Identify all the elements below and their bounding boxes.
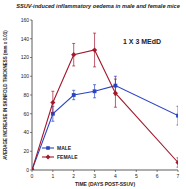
series-line [32, 50, 178, 170]
legend-marker [46, 155, 51, 160]
x-axis-label: TIME (DAYS POST-SSUV) [75, 181, 135, 187]
error-bar [72, 90, 75, 99]
y-tick [30, 113, 32, 114]
legend-marker [46, 146, 50, 150]
marker [32, 167, 35, 170]
x-tick-label: 1 [51, 173, 54, 179]
legend-label: MALE [57, 145, 72, 151]
x-tick-label: 4 [114, 173, 117, 179]
y-tick-label: 20 [23, 148, 29, 154]
marker [176, 114, 178, 118]
x-tick-label: 3 [93, 173, 96, 179]
y-tick-label: 140 [21, 36, 30, 42]
plot-area [32, 33, 178, 170]
x-tick-label: 5 [135, 173, 138, 179]
y-tick-label: 40 [23, 129, 29, 135]
series-line [32, 86, 178, 170]
x-tick-label: 2 [72, 173, 75, 179]
marker [113, 91, 118, 96]
marker [92, 47, 97, 52]
title: SSUV-induced inflammatory oedema in male… [16, 3, 180, 9]
y-tick-label: 100 [21, 73, 30, 79]
x-tick-label: 6 [156, 173, 159, 179]
y-tick-label: 80 [23, 92, 29, 98]
x-tick-label: 7 [177, 173, 180, 179]
y-tick [30, 132, 32, 133]
y-tick-label: 160 [21, 17, 30, 23]
marker [32, 168, 34, 170]
y-tick [30, 20, 32, 21]
x-tick-label: 0 [31, 173, 34, 179]
legend-label: FEMALE [57, 154, 78, 160]
annotation: 1 X 3 MEdD [123, 38, 161, 45]
y-tick [30, 76, 32, 77]
y-tick-label: 120 [21, 54, 30, 60]
x-axis [32, 170, 178, 171]
marker [71, 52, 76, 57]
error-bar [93, 85, 96, 98]
marker [72, 93, 76, 97]
marker [50, 100, 55, 105]
chart-container: SSUV-induced inflammatory oedema in male… [0, 0, 186, 189]
y-tick-label: 0 [26, 167, 29, 173]
y-tick [30, 57, 32, 58]
marker [175, 160, 178, 165]
y-tick [30, 95, 32, 96]
y-tick [30, 38, 32, 39]
y-tick-label: 60 [23, 111, 29, 117]
error-bar [177, 106, 179, 125]
chart-svg: SSUV-induced inflammatory oedema in male… [0, 0, 186, 189]
y-axis-label: AVERAGE INCREASE IN SKINFOLD THICKNESS (… [3, 30, 8, 160]
marker [93, 89, 97, 93]
y-tick [30, 151, 32, 152]
